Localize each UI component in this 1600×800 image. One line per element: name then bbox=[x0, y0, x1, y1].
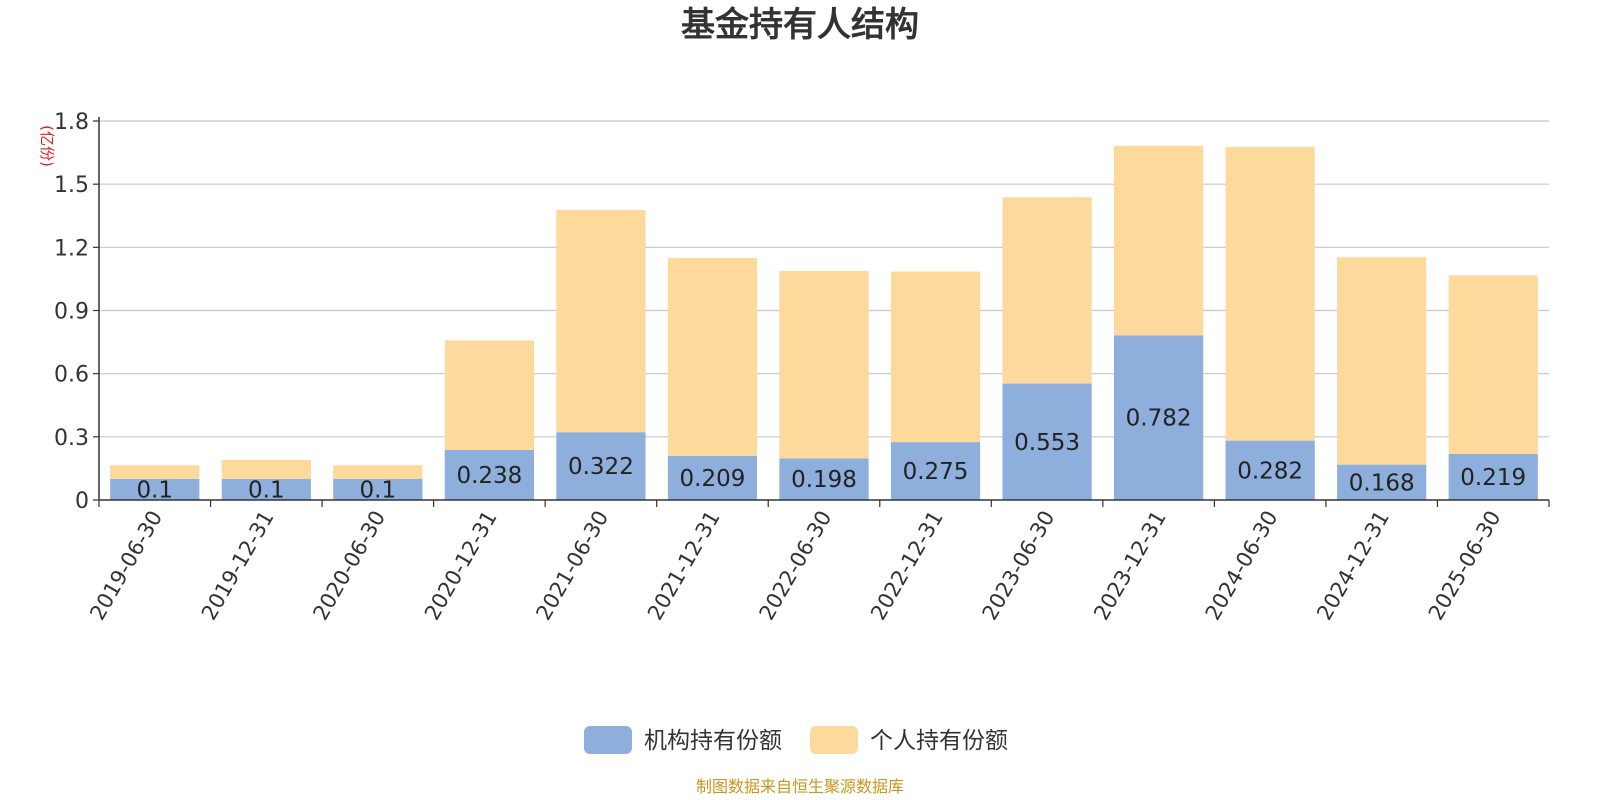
bar-institutional bbox=[667, 455, 758, 500]
bar-value-label: 0.282 bbox=[1237, 458, 1303, 484]
x-tick-label: 2021-06-30 bbox=[531, 507, 613, 625]
legend: 机构持有份额 个人持有份额 bbox=[584, 726, 1008, 754]
bar-institutional bbox=[444, 449, 534, 500]
bar-value-label: 0.322 bbox=[568, 454, 634, 480]
bar-institutional bbox=[221, 478, 311, 500]
bar-individual bbox=[110, 465, 200, 479]
x-tick-label: 2024-06-30 bbox=[1201, 507, 1283, 625]
bar-individual bbox=[667, 258, 758, 456]
bar-individual bbox=[1114, 145, 1204, 336]
legend-swatch-institutional[interactable] bbox=[584, 726, 632, 754]
bar-value-label: 0.1 bbox=[248, 477, 285, 503]
bar-individual bbox=[1337, 257, 1427, 465]
x-tick-label: 2023-12-31 bbox=[1089, 507, 1171, 625]
bar-institutional bbox=[779, 458, 869, 500]
y-tick-label: 0.6 bbox=[54, 363, 89, 388]
y-tick-label: 0.9 bbox=[54, 300, 89, 325]
bar-institutional bbox=[1002, 383, 1092, 500]
x-tick-label: 2023-06-30 bbox=[978, 507, 1060, 625]
source-note: 制图数据来自恒生聚源数据库 bbox=[696, 777, 904, 796]
bar-institutional bbox=[1448, 453, 1538, 500]
bar-individual bbox=[556, 210, 646, 433]
y-axis-unit-label: (亿份) bbox=[38, 125, 56, 167]
bar-institutional bbox=[1225, 440, 1315, 500]
legend-label-individual[interactable]: 个人持有份额 bbox=[870, 728, 1008, 754]
chart-title: 基金持有人结构 bbox=[681, 5, 919, 45]
bar-individual bbox=[221, 459, 311, 479]
bar-value-label: 0.238 bbox=[456, 463, 522, 489]
bar-value-label: 0.553 bbox=[1014, 430, 1080, 456]
y-tick-label: 0 bbox=[75, 489, 89, 514]
x-tick-label: 2020-12-31 bbox=[420, 507, 502, 625]
bar-individual bbox=[779, 270, 869, 459]
bar-value-label: 0.1 bbox=[136, 477, 173, 503]
bar-individual bbox=[333, 465, 423, 479]
y-tick-label: 1.2 bbox=[54, 236, 89, 261]
x-tick-label: 2022-12-31 bbox=[866, 507, 948, 625]
bar-individual bbox=[890, 271, 981, 443]
bar-value-label: 0.275 bbox=[903, 459, 969, 485]
bar-labels: 0.1 0.1 0.1 0.238 0.322 0.209 0.198 0.275 0.553 0… bbox=[136, 406, 1526, 504]
bar-value-label: 0.168 bbox=[1349, 470, 1415, 496]
bar-individual bbox=[1448, 275, 1538, 454]
bar-individual bbox=[1225, 146, 1315, 441]
bar-institutional bbox=[556, 432, 646, 500]
legend-label-institutional[interactable]: 机构持有份额 bbox=[644, 728, 782, 754]
bar-value-label: 0.198 bbox=[791, 467, 857, 493]
x-tick-label: 2019-06-30 bbox=[85, 507, 167, 625]
bar-institutional bbox=[1114, 335, 1204, 500]
x-tick-label: 2019-12-31 bbox=[197, 507, 279, 625]
x-tick-label: 2024-12-31 bbox=[1312, 507, 1394, 625]
y-tick-label: 1.5 bbox=[54, 173, 89, 198]
x-tick-label: 2022-06-30 bbox=[755, 507, 837, 625]
y-tick-label: 0.3 bbox=[54, 426, 89, 451]
bar-institutional bbox=[890, 442, 981, 500]
legend-swatch-individual[interactable] bbox=[810, 726, 858, 754]
bar-value-label: 0.209 bbox=[680, 466, 746, 492]
x-tick-label: 2025-06-30 bbox=[1424, 507, 1506, 625]
bar-individual bbox=[1002, 197, 1092, 384]
bar-individual bbox=[444, 340, 534, 450]
x-tick-label: 2020-06-30 bbox=[308, 507, 390, 625]
bars bbox=[110, 145, 1538, 500]
bar-value-label: 0.782 bbox=[1126, 406, 1192, 432]
x-tick-label: 2021-12-31 bbox=[643, 507, 725, 625]
bar-value-label: 0.219 bbox=[1460, 465, 1526, 491]
y-tick-label: 1.8 bbox=[54, 110, 89, 135]
bar-institutional bbox=[1337, 464, 1427, 500]
bar-institutional bbox=[110, 478, 200, 500]
bar-value-label: 0.1 bbox=[360, 477, 397, 503]
bar-institutional bbox=[333, 478, 423, 500]
